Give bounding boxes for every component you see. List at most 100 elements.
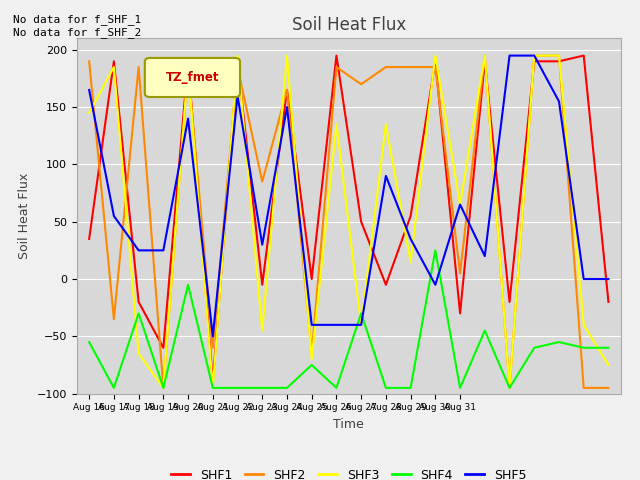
SHF4	[431, 248, 439, 253]
SHF5	[605, 276, 612, 282]
SHF1	[605, 299, 612, 305]
SHF1	[85, 236, 93, 242]
SHF4	[382, 385, 390, 391]
SHF3	[456, 202, 464, 207]
SHF2	[135, 64, 143, 70]
SHF3	[605, 362, 612, 368]
SHF3	[308, 356, 316, 362]
SHF3	[333, 121, 340, 127]
Line: SHF5: SHF5	[89, 56, 609, 336]
SHF1	[184, 59, 192, 64]
SHF1	[481, 59, 489, 64]
SHF3	[531, 53, 538, 59]
SHF5	[407, 236, 415, 242]
X-axis label: Time: Time	[333, 418, 364, 431]
Line: SHF3: SHF3	[89, 56, 609, 388]
SHF1	[357, 219, 365, 225]
SHF4	[283, 385, 291, 391]
SHF1	[382, 282, 390, 288]
SHF4	[333, 385, 340, 391]
SHF1	[308, 276, 316, 282]
SHF1	[209, 379, 216, 385]
SHF4	[605, 345, 612, 351]
SHF3	[580, 322, 588, 328]
SHF2	[407, 64, 415, 70]
SHF1	[259, 282, 266, 288]
SHF4	[407, 385, 415, 391]
SHF3	[481, 53, 489, 59]
SHF5	[357, 322, 365, 328]
Y-axis label: Soil Heat Flux: Soil Heat Flux	[18, 173, 31, 259]
SHF4	[110, 385, 118, 391]
SHF4	[456, 385, 464, 391]
SHF1	[431, 59, 439, 64]
SHF2	[605, 385, 612, 391]
SHF3	[110, 64, 118, 70]
SHF2	[357, 81, 365, 87]
SHF2	[431, 64, 439, 70]
SHF4	[259, 385, 266, 391]
SHF5	[110, 213, 118, 219]
SHF4	[159, 385, 167, 391]
SHF4	[184, 282, 192, 288]
SHF1	[456, 311, 464, 316]
SHF4	[209, 385, 216, 391]
SHF5	[184, 116, 192, 121]
SHF5	[555, 98, 563, 104]
SHF1	[234, 59, 241, 64]
SHF5	[580, 276, 588, 282]
SHF1	[159, 345, 167, 351]
SHF5	[456, 202, 464, 207]
Line: SHF4: SHF4	[89, 251, 609, 388]
SHF3	[184, 64, 192, 70]
SHF3	[85, 110, 93, 116]
SHF2	[283, 87, 291, 93]
SHF4	[555, 339, 563, 345]
SHF3	[135, 350, 143, 356]
SHF2	[184, 64, 192, 70]
SHF5	[234, 93, 241, 98]
SHF5	[333, 322, 340, 328]
SHF2	[234, 64, 241, 70]
SHF2	[580, 385, 588, 391]
SHF2	[259, 179, 266, 184]
SHF5	[209, 334, 216, 339]
SHF2	[555, 53, 563, 59]
SHF1	[333, 53, 340, 59]
SHF3	[506, 385, 513, 391]
SHF5	[308, 322, 316, 328]
SHF3	[407, 259, 415, 264]
SHF3	[234, 53, 241, 59]
SHF1	[555, 59, 563, 64]
SHF1	[580, 53, 588, 59]
SHF5	[506, 53, 513, 59]
SHF3	[357, 322, 365, 328]
SHF4	[580, 345, 588, 351]
SHF2	[308, 350, 316, 356]
SHF4	[506, 385, 513, 391]
SHF2	[333, 64, 340, 70]
SHF3	[283, 53, 291, 59]
Text: No data for f_SHF_1
No data for f_SHF_2: No data for f_SHF_1 No data for f_SHF_2	[13, 14, 141, 38]
SHF4	[85, 339, 93, 345]
SHF5	[531, 53, 538, 59]
SHF2	[531, 53, 538, 59]
SHF5	[259, 242, 266, 248]
SHF5	[382, 173, 390, 179]
SHF2	[481, 53, 489, 59]
SHF2	[110, 316, 118, 322]
Line: SHF1: SHF1	[89, 56, 609, 382]
SHF3	[209, 385, 216, 391]
SHF5	[283, 104, 291, 110]
SHF5	[431, 282, 439, 288]
SHF1	[531, 59, 538, 64]
SHF4	[531, 345, 538, 351]
SHF2	[382, 64, 390, 70]
Title: Soil Heat Flux: Soil Heat Flux	[292, 16, 406, 34]
FancyBboxPatch shape	[145, 58, 240, 97]
SHF4	[481, 328, 489, 334]
SHF4	[308, 362, 316, 368]
SHF5	[85, 87, 93, 93]
SHF3	[555, 53, 563, 59]
SHF2	[456, 270, 464, 276]
